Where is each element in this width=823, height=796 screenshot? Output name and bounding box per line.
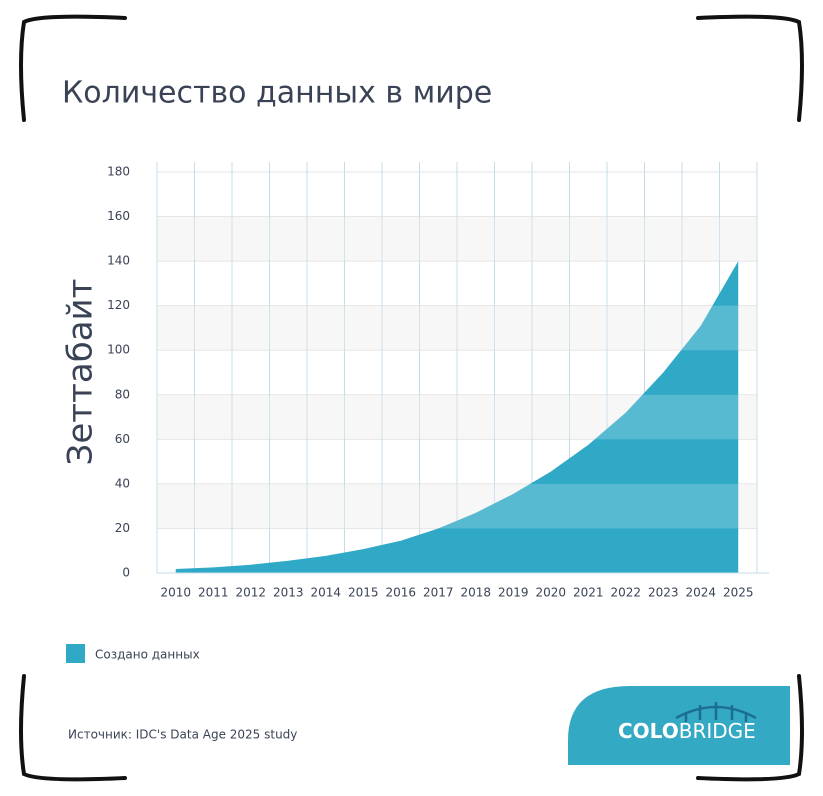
logo-badge [568, 686, 790, 765]
x-tick-label: 2011 [198, 586, 229, 600]
x-tick-label: 2014 [310, 586, 341, 600]
y-tick-label: 160 [107, 209, 130, 223]
y-tick-label: 120 [107, 298, 130, 312]
x-tick-label: 2016 [385, 586, 416, 600]
x-tick-label: 2012 [235, 586, 266, 600]
y-tick-label: 0 [122, 566, 130, 580]
band-highlight [157, 394, 757, 440]
y-tick-label: 80 [115, 387, 130, 401]
y-tick-label: 40 [115, 476, 130, 490]
chart-title: Количество данных в мире [62, 76, 492, 111]
source: Источник: IDC's Data Age 2025 study [68, 728, 297, 742]
x-tick-label: 2015 [348, 586, 379, 600]
x-tick-label: 2013 [273, 586, 304, 600]
y-tick-label: 140 [107, 254, 130, 268]
x-tick-label: 2017 [423, 586, 454, 600]
legend-label: Создано данных [95, 648, 200, 662]
legend-swatch [66, 644, 85, 663]
band-highlight [157, 305, 757, 351]
band-highlight [157, 483, 757, 529]
x-tick-label: 2021 [573, 586, 604, 600]
plot: 0 20 40 60 80 100 120 140 160 180 2010 2011 2012 2013… [107, 162, 769, 600]
logo-bridge [675, 702, 757, 722]
y-tick-label: 20 [115, 521, 130, 535]
y-axis-label: Зеттабайт [61, 279, 101, 466]
y-tick-label: 60 [115, 432, 130, 446]
band-highlight [157, 216, 757, 262]
x-tick-label: 2019 [498, 586, 529, 600]
x-tick-label: 2024 [685, 586, 716, 600]
y-tick-label: 180 [107, 165, 130, 179]
frame-brackets [19, 14, 804, 782]
x-tick-label: 2020 [535, 586, 566, 600]
x-tick-label: 2010 [160, 586, 191, 600]
x-tick-label: 2025 [723, 586, 754, 600]
area [175, 261, 739, 573]
x-tick-label: 2023 [648, 586, 679, 600]
x-tick-label: 2018 [460, 586, 491, 600]
x-tick-label: 2022 [610, 586, 641, 600]
logo-text: COLOBRIDGE [618, 719, 756, 743]
y-tick-label: 100 [107, 343, 130, 357]
